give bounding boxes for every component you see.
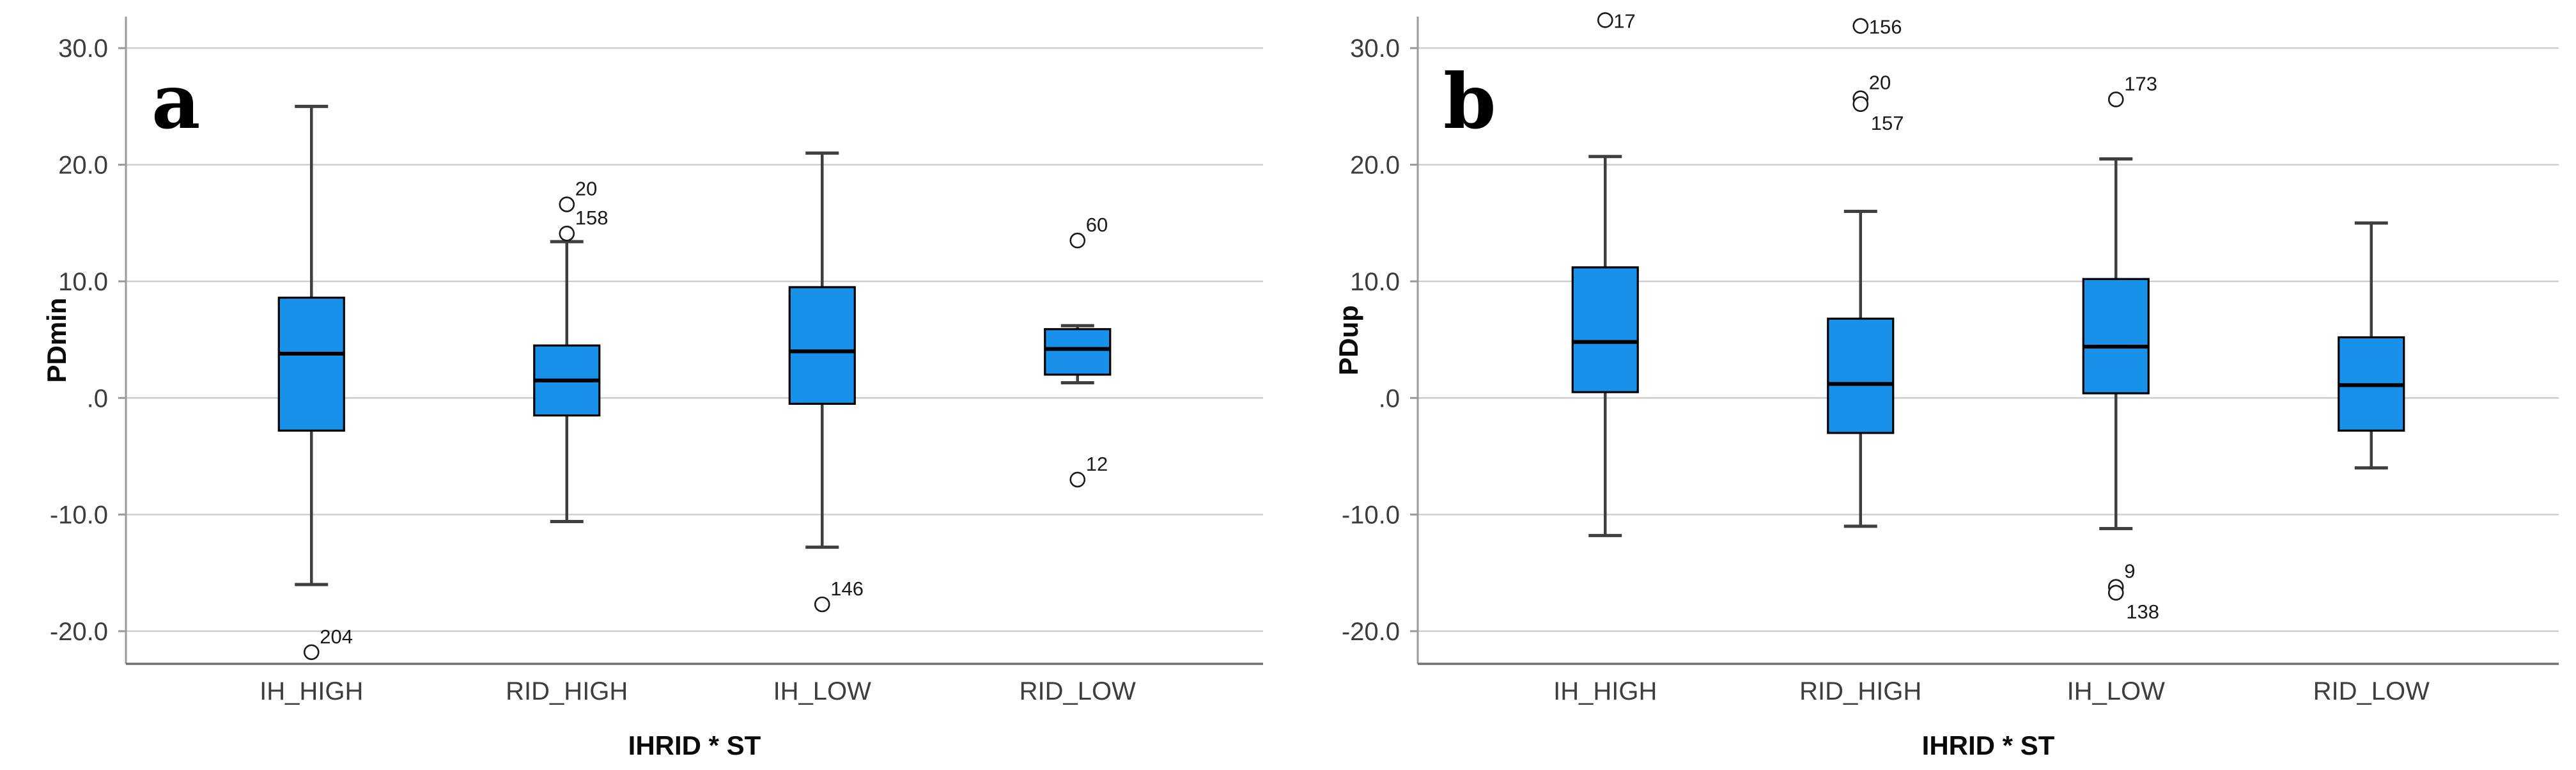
outlier-point — [1852, 96, 1869, 113]
outlier-label: 12 — [1086, 453, 1108, 475]
outlier-point — [559, 225, 575, 242]
boxplot-group-RID_LOW — [2338, 221, 2405, 470]
outlier-label: 146 — [830, 578, 864, 600]
boxplot-box — [1827, 317, 1895, 434]
y-tick-label: 20.0 — [58, 152, 108, 180]
outlier-point — [2107, 585, 2124, 601]
x-axis-title: IHRID * ST — [1922, 730, 2055, 760]
y-tick-label: 10.0 — [1350, 268, 1400, 296]
y-tick-label: 20.0 — [1350, 152, 1400, 180]
x-category-label: IH_LOW — [773, 677, 872, 705]
x-axis-title: IHRID * ST — [628, 730, 761, 760]
outlier-label: 138 — [2126, 601, 2159, 623]
outlier-point — [1069, 471, 1086, 488]
x-category-label: IH_HIGH — [260, 677, 363, 705]
y-tick-label: .0 — [1379, 384, 1400, 412]
y-axis-title: PDmin — [42, 297, 72, 382]
boxplot-box — [277, 296, 345, 432]
panel-b: 30.0 20.0 10.0 .0 -10.0 -20.0 17 156 20 157 173 9 13… — [1333, 10, 2559, 760]
outlier-label: 20 — [1869, 72, 1891, 94]
boxplot-group-IH_LOW: 173 9 138 — [2082, 72, 2159, 623]
x-category-label: IH_LOW — [2067, 677, 2166, 705]
boxplot-group-IH_HIGH: 17 — [1571, 10, 1639, 537]
x-category-label: RID_LOW — [2313, 677, 2430, 705]
panel-letter: a — [151, 57, 200, 146]
outlier-label: 9 — [2124, 560, 2135, 583]
outlier-point — [1597, 12, 1613, 28]
boxplot-box — [1044, 328, 1112, 376]
outlier-point — [559, 196, 575, 212]
outlier-point — [1852, 18, 1869, 34]
outlier-point — [303, 644, 320, 661]
y-tick-label: -10.0 — [1342, 501, 1400, 530]
outlier-label: 157 — [1871, 112, 1904, 134]
y-tick-label: -20.0 — [1342, 618, 1400, 646]
boxplot-group-IH_HIGH: 204 — [277, 104, 353, 661]
boxplot-group-IH_LOW: 146 — [788, 151, 864, 613]
outlier-label: 156 — [1869, 16, 1902, 38]
outlier-label: 158 — [575, 207, 609, 229]
y-tick-label: -20.0 — [50, 618, 108, 646]
boxplot-box — [788, 286, 856, 405]
outlier-label: 204 — [320, 625, 353, 648]
x-category-label: RID_HIGH — [506, 677, 628, 705]
panel-letter: b — [1443, 57, 1496, 146]
y-tick-label: 30.0 — [1350, 35, 1400, 63]
boxplot-box — [2082, 278, 2150, 395]
outlier-label: 20 — [575, 178, 597, 200]
panel-a: 30.020.010.0.0-10.0-20.0 204201581466012I… — [42, 17, 1263, 760]
outlier-point — [2107, 91, 2124, 107]
y-tick-label: 10.0 — [58, 268, 108, 296]
boxplot-box — [1571, 266, 1639, 393]
outlier-label: 60 — [1086, 214, 1108, 236]
outlier-label: 173 — [2124, 72, 2157, 95]
x-category-label: RID_LOW — [1020, 677, 1136, 705]
x-category-label: RID_HIGH — [1799, 677, 1921, 705]
y-tick-label: .0 — [87, 384, 108, 412]
y-tick-label: 30.0 — [58, 35, 108, 63]
outlier-point — [814, 596, 830, 613]
outlier-label: 17 — [1613, 10, 1635, 32]
y-tick-label: -10.0 — [50, 501, 108, 530]
boxplot-group-RID_HIGH: 156 20 157 — [1827, 16, 1904, 528]
y-axis-title: PDup — [1333, 305, 1363, 375]
boxplot-group-RID_LOW: 60 12 — [1044, 214, 1112, 488]
outlier-point — [1069, 232, 1086, 249]
x-category-label: IH_HIGH — [1553, 677, 1657, 705]
